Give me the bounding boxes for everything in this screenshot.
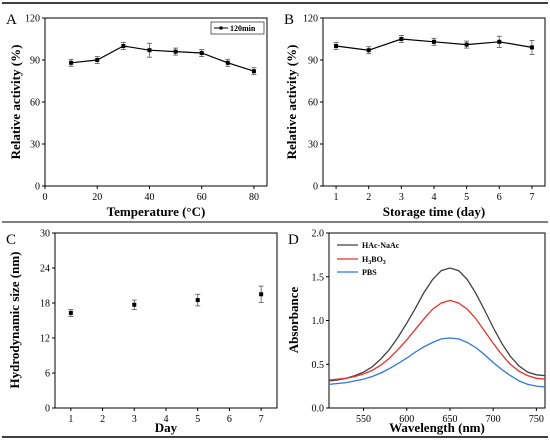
panel-c-xlabel: Day [155,420,178,435]
panel-b-x-tick-label: 2 [366,192,371,203]
panel-c-data-point [259,292,264,297]
panel-a-x-tick-label: 20 [92,192,102,203]
panel-d-series-2-line [328,337,546,388]
panel-a-data-point [199,51,204,55]
panel-d-y-tick-label: 0.0 [312,404,325,415]
panel-c-data-point [195,298,200,303]
panel-a-legend-marker [219,26,223,30]
panel-b-letter: B [284,12,294,28]
panel-a-data-point [251,69,256,74]
panel-b-data-point [399,37,404,41]
panel-a-data-point [69,60,74,65]
panel-c-x-tick-label: 2 [100,414,105,425]
panel-d-x-tick-label: 750 [529,414,544,425]
panel-a-data-point [121,44,126,48]
panel-d-x-tick-label: 700 [486,414,501,425]
panel-a-plot-frame [44,17,268,187]
panel-d-x-tick-label: 550 [356,414,371,425]
panel-b-x-tick-label: 5 [464,192,469,203]
panel-d-legend: HAc-NaAc H3BO3 PBS [337,241,400,277]
panel-c-data-point [68,310,73,315]
panel-c-y-tick-label: 30 [40,229,50,240]
panel-a-letter: A [6,12,17,28]
panel-b-y-tick-label: 30 [308,140,318,151]
panel-b-data-point [464,42,469,47]
panel-d-series-0-line [328,267,546,382]
panel-b-data-point [497,39,502,44]
legend-label-hac-naac: HAc-NaAc [362,241,400,250]
panel-d-x-tick-label: 650 [442,414,457,425]
panel-b-x-tick-label: 4 [432,192,437,203]
panel-c-y-tick-label: 0 [45,404,50,415]
panel-d-y-tick-label: 1.5 [312,272,325,283]
panel-b-ylabel: Relative activity (%) [284,45,299,160]
panel-b-y-tick-label: 0 [313,182,318,193]
panel-a-x-tick-label: 0 [43,192,48,203]
panel-d-letter: D [288,232,299,248]
panel-d-x-tick-label: 600 [399,414,414,425]
panel-b: B 1 2 3 4 5 6 7 0 30 60 90 120 Storage time (day) R… [284,12,546,219]
panel-b-y-tick-label: 90 [308,56,318,67]
panel-a-xlabel: Temperature (°C) [107,204,206,219]
panel-c-y-tick-label: 18 [40,299,50,310]
panel-d-y-tick-label: 0.5 [312,360,325,371]
panel-b-xlabel: Storage time (day) [383,204,486,219]
panel-a-x-tick-label: 60 [197,192,207,203]
panel-a-data-point [95,58,100,62]
panel-a-data-point [147,48,152,53]
panel-a-y-tick-label: 0 [35,182,40,193]
legend-label-pbs: PBS [362,268,377,277]
panel-c-x-tick-label: 4 [164,414,169,425]
panel-c-y-tick-label: 6 [45,369,50,380]
panel-a-series-0-line [71,45,255,72]
panel-c-plot-frame [54,232,278,409]
panel-b-y-tick-label: 60 [308,98,318,109]
panel-d-y-tick-label: 2.0 [312,229,325,240]
panel-a-data-point [225,60,230,65]
panel-a-y-tick-label: 120 [25,14,40,25]
panel-c-x-tick-label: 6 [227,414,232,425]
panel-d-ylabel: Absorbance [286,287,301,354]
panel-a-x-tick-label: 80 [249,192,259,203]
panel-b-x-tick-label: 1 [334,192,339,203]
panel-d-xlabel: Wavelength (nm) [389,420,485,435]
panel-b-data-point [366,48,371,53]
panel-c-data-point [132,302,137,307]
panel-a-y-tick-label: 90 [30,56,40,67]
panel-a: A 0 20 40 60 80 0 30 60 90 120 Temperature (°C) R… [6,12,268,219]
panel-d-series-1-line [328,299,546,381]
panel-c-x-tick-label: 5 [195,414,200,425]
panel-d-y-tick-label: 1.0 [312,316,325,327]
panel-a-data-point [173,49,178,54]
panel-a-legend-box [210,21,265,35]
panel-c-x-tick-label: 1 [68,414,73,425]
panel-a-y-tick-label: 30 [30,140,40,151]
panel-b-data-point [529,45,534,50]
panel-a-y-tick-label: 60 [30,98,40,109]
panel-b-x-tick-label: 3 [399,192,404,203]
panel-a-x-tick-label: 40 [144,192,154,203]
legend-label-h3bo3: H3BO3 [362,255,386,266]
panel-a-legend-label: 120min [230,24,256,33]
panel-b-x-tick-label: 6 [497,192,502,203]
panel-b-data-point [334,44,339,48]
panel-c-letter: C [6,232,16,248]
panel-b-x-tick-label: 7 [529,192,534,203]
panel-a-legend: 120min [210,21,265,35]
panel-c-y-tick-label: 24 [40,264,50,275]
panel-b-data-point [432,39,436,44]
panel-a-ylabel: Relative activity (%) [8,45,23,160]
panel-c-y-tick-label: 12 [40,334,50,345]
panel-d: D 550 600 650 700 750 0.0 0.5 1.0 1.5 2.0 Wavelen… [286,229,546,435]
panel-b-y-tick-label: 120 [303,14,318,25]
panel-c-x-tick-label: 7 [259,414,264,425]
panel-c-ylabel: Hydrodynamic size (nm) [7,252,22,389]
panel-c-x-tick-label: 3 [132,414,137,425]
